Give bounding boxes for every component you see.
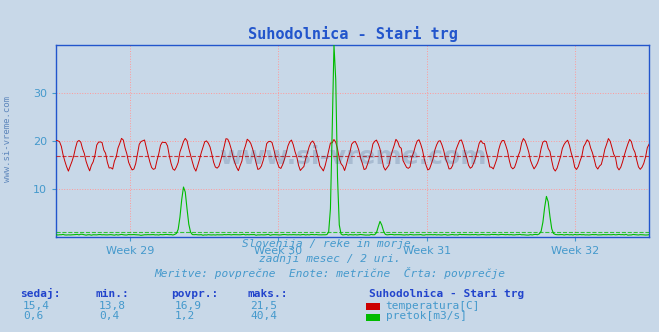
- Text: 21,5: 21,5: [250, 301, 277, 311]
- Text: Meritve: povprečne  Enote: metrične  Črta: povprečje: Meritve: povprečne Enote: metrične Črta:…: [154, 267, 505, 279]
- Text: min.:: min.:: [96, 289, 129, 299]
- Text: 13,8: 13,8: [99, 301, 126, 311]
- Text: Suhodolnica - Stari trg: Suhodolnica - Stari trg: [369, 289, 525, 299]
- Text: povpr.:: povpr.:: [171, 289, 219, 299]
- Text: maks.:: maks.:: [247, 289, 287, 299]
- Text: pretok[m3/s]: pretok[m3/s]: [386, 311, 467, 321]
- Text: zadnji mesec / 2 uri.: zadnji mesec / 2 uri.: [258, 254, 401, 264]
- Text: 0,4: 0,4: [99, 311, 119, 321]
- Text: 1,2: 1,2: [175, 311, 195, 321]
- Text: temperatura[C]: temperatura[C]: [386, 301, 480, 311]
- Text: sedaj:: sedaj:: [20, 288, 60, 299]
- Text: www.si-vreme.com: www.si-vreme.com: [219, 144, 486, 169]
- Text: 0,6: 0,6: [23, 311, 43, 321]
- Text: 16,9: 16,9: [175, 301, 202, 311]
- Text: 15,4: 15,4: [23, 301, 50, 311]
- Text: Slovenija / reke in morje.: Slovenija / reke in morje.: [242, 239, 417, 249]
- Title: Suhodolnica - Stari trg: Suhodolnica - Stari trg: [248, 26, 457, 42]
- Text: 40,4: 40,4: [250, 311, 277, 321]
- Text: www.si-vreme.com: www.si-vreme.com: [3, 96, 13, 183]
